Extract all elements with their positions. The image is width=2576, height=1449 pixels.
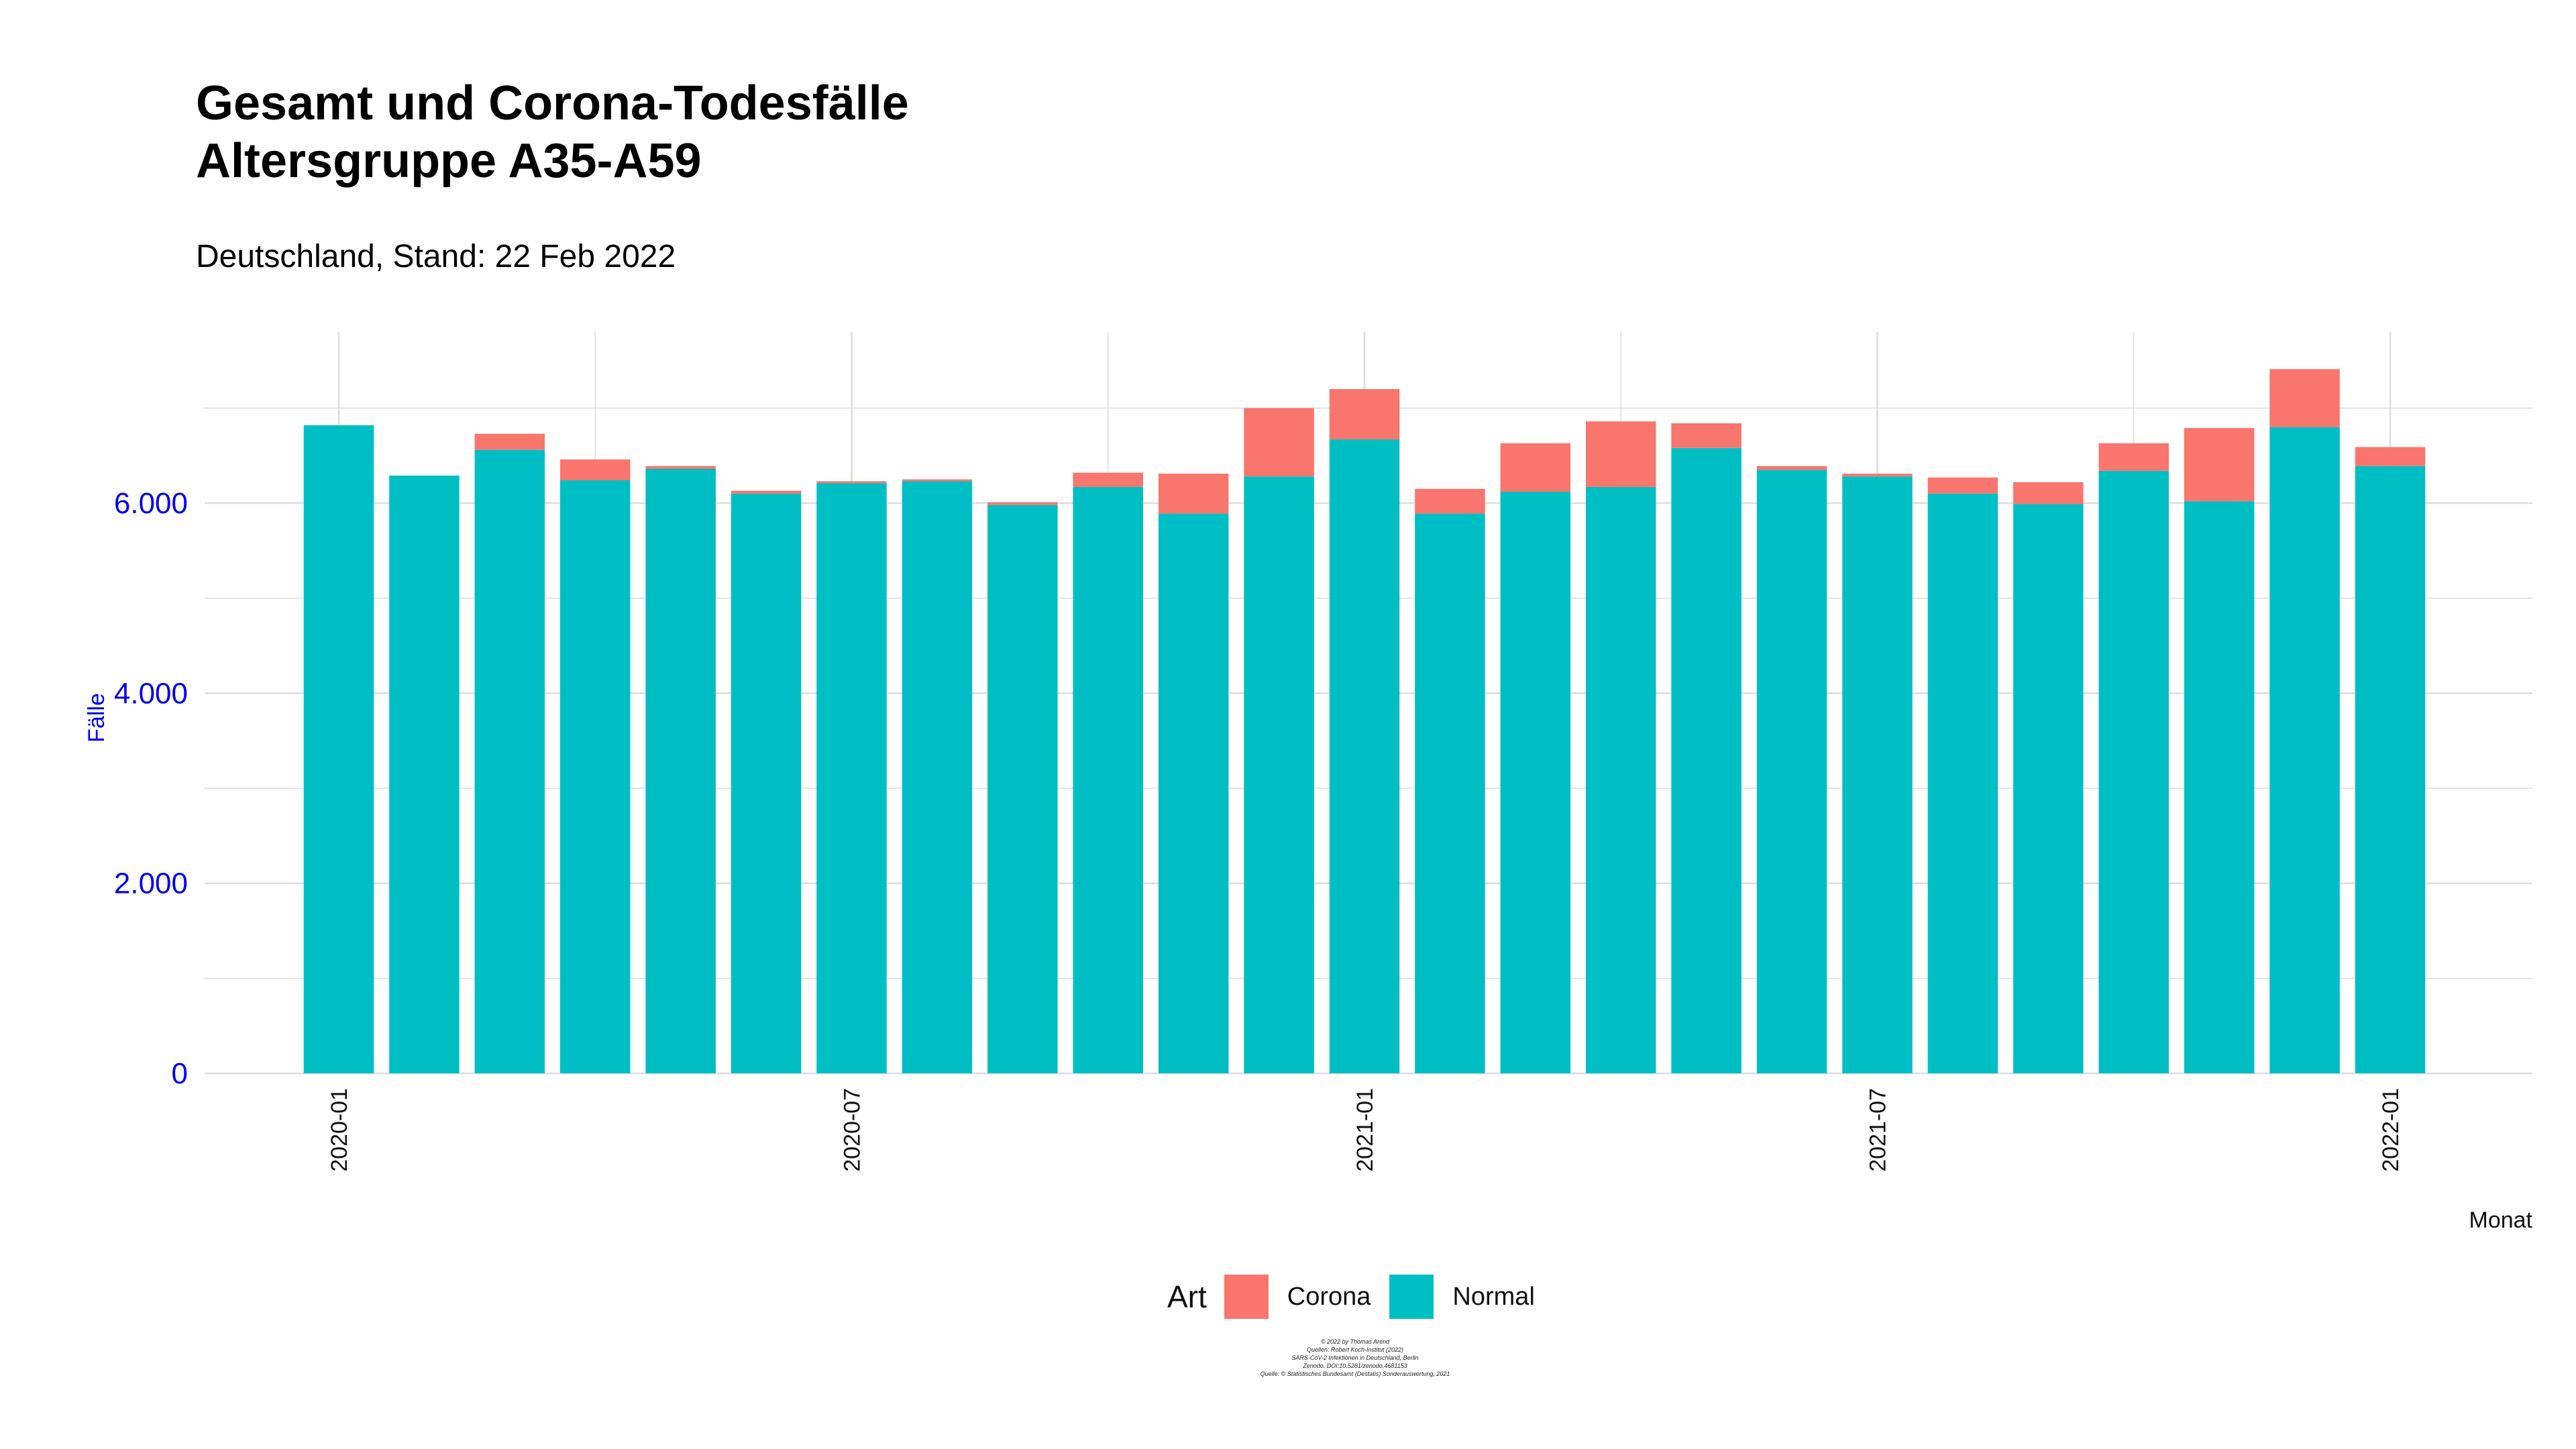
bar-corona-2021-03	[1500, 443, 1571, 492]
bar-corona-2022-01	[2355, 447, 2426, 466]
bar-normal-2020-05	[645, 469, 716, 1073]
legend-swatch-corona	[1224, 1275, 1269, 1319]
bar-corona-2020-12	[1244, 408, 1314, 477]
bar-normal-2021-05	[1671, 447, 1741, 1073]
legend-item-normal: Normal	[1389, 1275, 1535, 1319]
x-tick-label: 2022-01	[2378, 1088, 2404, 1172]
caption-line: SARS-CoV-2 Infektionen in Deutschland, B…	[1291, 1354, 1419, 1361]
bar-corona-2021-08	[1927, 477, 1998, 494]
bar-normal-2020-03	[474, 449, 545, 1073]
caption-line: Quelle: © Statistisches Bundesamt (Desta…	[1260, 1371, 1450, 1377]
bar-corona-2020-07	[816, 481, 887, 484]
bar-corona-2020-04	[560, 459, 631, 480]
bar-corona-2020-10	[1073, 472, 1143, 487]
bar-normal-2020-12	[1244, 476, 1314, 1073]
x-tick-label: 2021-01	[1352, 1088, 1378, 1172]
bar-corona-2020-11	[1158, 474, 1229, 514]
bar-normal-2021-06	[1756, 470, 1827, 1073]
legend-title: Art	[1167, 1279, 1207, 1314]
bar-normal-2020-08	[902, 481, 973, 1073]
bars	[303, 369, 2426, 1073]
x-tick-label: 2021-07	[1866, 1088, 1891, 1172]
x-axis-ticks: 2020-01 2020-07 2021-01 2021-07 2022-01	[327, 1088, 2404, 1172]
bar-normal-2020-06	[731, 493, 802, 1073]
bar-normal-2021-04	[1586, 486, 1656, 1073]
caption-line: Zenodo. DOI:10.5281/zenodo.4681153	[1303, 1362, 1407, 1369]
bar-corona-2021-07	[1842, 474, 1913, 477]
bar-corona-2021-12	[2269, 369, 2340, 427]
y-tick-label: 4.000	[114, 677, 188, 710]
bar-corona-2021-01	[1329, 389, 1400, 440]
chart-title-line-2: Altersgruppe A35-A59	[196, 134, 702, 188]
bar-corona-2021-05	[1671, 423, 1741, 448]
bar-normal-2020-02	[389, 475, 460, 1073]
chart-title-line-1: Gesamt und Corona-Todesfälle	[196, 76, 909, 130]
bar-corona-2020-08	[902, 479, 973, 482]
bar-normal-2021-11	[2184, 501, 2255, 1073]
legend-label-normal: Normal	[1452, 1282, 1535, 1311]
bar-normal-2021-07	[1842, 476, 1913, 1073]
bar-corona-2020-09	[987, 502, 1058, 505]
bar-normal-2021-09	[2013, 504, 2084, 1073]
chart-subtitle: Deutschland, Stand: 22 Feb 2022	[196, 239, 676, 274]
bar-normal-2021-01	[1329, 439, 1400, 1073]
y-axis-label: Fälle	[84, 693, 109, 743]
bar-normal-2021-02	[1415, 513, 1485, 1073]
bar-normal-2021-12	[2269, 427, 2340, 1073]
bar-normal-2020-10	[1073, 486, 1143, 1073]
bar-normal-2020-09	[987, 504, 1058, 1073]
legend-swatch-normal	[1389, 1275, 1434, 1319]
bar-corona-2020-03	[474, 433, 545, 450]
bar-corona-2021-10	[2098, 443, 2169, 471]
bar-normal-2022-01	[2355, 466, 2426, 1073]
bar-corona-2021-06	[1756, 466, 1827, 470]
y-tick-label: 6.000	[114, 487, 188, 520]
legend-label-corona: Corona	[1287, 1282, 1371, 1311]
caption-line: Quellen: Robert Koch-Institut (2022)	[1306, 1346, 1404, 1353]
bar-normal-2021-03	[1500, 492, 1571, 1073]
legend-item-corona: Corona	[1224, 1275, 1371, 1319]
y-axis-ticks: 0 2.000 4.000 6.000	[114, 487, 188, 1090]
bar-normal-2021-08	[1927, 493, 1998, 1073]
bar-normal-2020-07	[816, 483, 887, 1073]
bar-corona-2020-06	[731, 490, 802, 494]
caption-line: © 2022 by Thomas Arend	[1320, 1338, 1390, 1345]
bar-normal-2020-04	[560, 480, 631, 1073]
bar-corona-2021-11	[2184, 428, 2255, 502]
bar-corona-2021-04	[1586, 421, 1656, 487]
y-tick-label: 0	[172, 1057, 188, 1090]
bar-normal-2021-10	[2098, 470, 2169, 1073]
bar-normal-2020-11	[1158, 513, 1229, 1073]
x-tick-label: 2020-01	[327, 1088, 352, 1172]
bar-corona-2021-02	[1415, 488, 1485, 514]
x-axis-label: Monat	[2469, 1208, 2533, 1233]
bar-corona-2021-09	[2013, 482, 2084, 504]
bar-corona-2020-05	[645, 466, 716, 469]
bar-normal-2020-01	[303, 425, 374, 1073]
x-tick-label: 2020-07	[840, 1088, 865, 1172]
legend: Art Corona Normal	[1167, 1275, 1554, 1319]
caption: © 2022 by Thomas Arend Quellen: Robert K…	[1020, 1338, 1690, 1378]
y-tick-label: 2.000	[114, 867, 188, 900]
